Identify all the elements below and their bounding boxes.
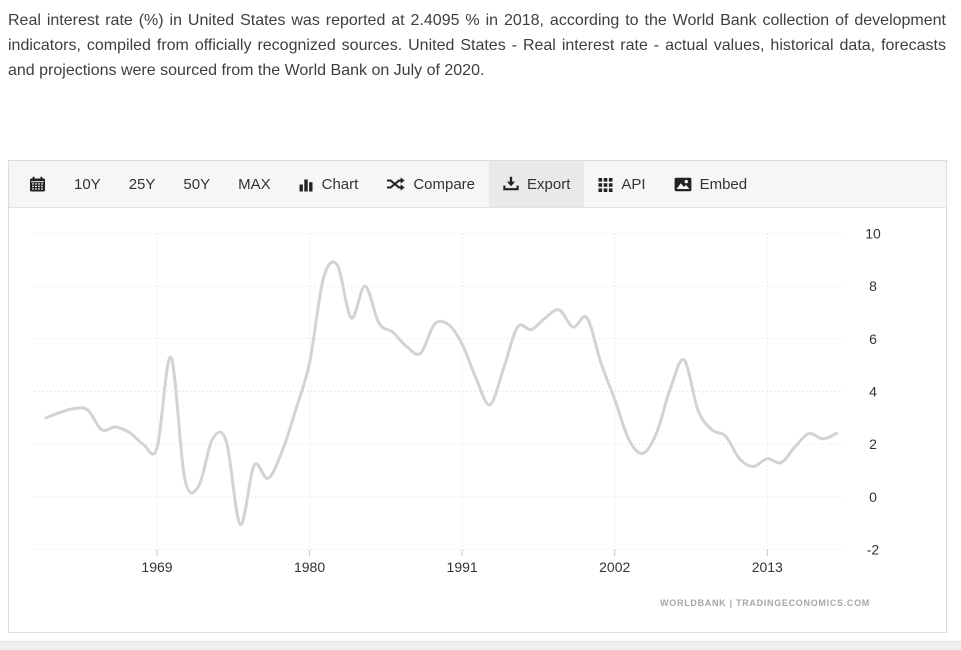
toolbar-10y-button[interactable]: 10Y [60, 161, 115, 207]
x-axis-label: 1991 [447, 559, 478, 575]
toolbar-chart-button[interactable]: Chart [285, 161, 373, 207]
chart-widget: 10Y 25Y 50Y MAX Chart [8, 160, 947, 633]
y-axis-label: 8 [869, 278, 877, 294]
y-axis-label: 2 [869, 436, 877, 452]
x-axis-label: 2013 [752, 559, 783, 575]
toolbar-25y-button[interactable]: 25Y [115, 161, 170, 207]
toolbar-api-label: API [621, 175, 646, 193]
toolbar-max-button[interactable]: MAX [224, 161, 285, 207]
x-axis-label: 1969 [141, 559, 172, 575]
y-axis-label: 10 [865, 226, 881, 242]
chart-toolbar: 10Y 25Y 50Y MAX Chart [9, 161, 946, 208]
chart-area[interactable]: 10 8 6 4 2 0 -2 1969 1980 1991 2002 2013 WORLDBANK … [9, 208, 946, 632]
x-axis-label: 1980 [294, 559, 325, 575]
y-axis-label: 4 [869, 384, 877, 400]
toolbar-max-label: MAX [238, 175, 271, 193]
bar-chart-icon [299, 179, 313, 192]
calendar-icon [30, 176, 45, 191]
grid-icon [598, 177, 613, 192]
toolbar-25y-label: 25Y [128, 175, 156, 193]
chart-watermark: WORLDBANK | TRADINGECONOMICS.COM [660, 598, 870, 608]
toolbar-compare-label: Compare [413, 175, 476, 193]
toolbar-10y-label: 10Y [74, 175, 101, 193]
x-axis-labels: 1969 1980 1991 2002 2013 [141, 559, 783, 575]
toolbar-calendar-button[interactable] [15, 161, 60, 207]
toolbar-export-label: Export [527, 175, 571, 193]
y-axis-label: -2 [867, 542, 880, 558]
series-line[interactable] [44, 260, 839, 527]
toolbar-export-button[interactable]: Export [489, 161, 585, 207]
download-icon [503, 176, 519, 191]
shuffle-icon [387, 177, 405, 191]
section-divider [0, 641, 961, 650]
description-paragraph: Real interest rate (%) in United States … [8, 12, 946, 79]
y-axis-label: 6 [869, 331, 877, 347]
y-axis-label: 0 [869, 489, 877, 505]
x-axis-label: 2002 [599, 559, 630, 575]
toolbar-embed-button[interactable]: Embed [660, 161, 762, 207]
toolbar-compare-button[interactable]: Compare [372, 161, 489, 207]
y-axis-labels: 10 8 6 4 2 0 -2 [865, 226, 881, 558]
toolbar-50y-button[interactable]: 50Y [169, 161, 224, 207]
toolbar-chart-label: Chart [321, 175, 359, 193]
x-gridlines [156, 233, 768, 556]
line-chart: 10 8 6 4 2 0 -2 1969 1980 1991 2002 2013 [35, 226, 881, 575]
toolbar-50y-label: 50Y [183, 175, 211, 193]
toolbar-embed-label: Embed [699, 175, 748, 193]
image-icon [674, 177, 691, 191]
toolbar-api-button[interactable]: API [584, 161, 659, 207]
